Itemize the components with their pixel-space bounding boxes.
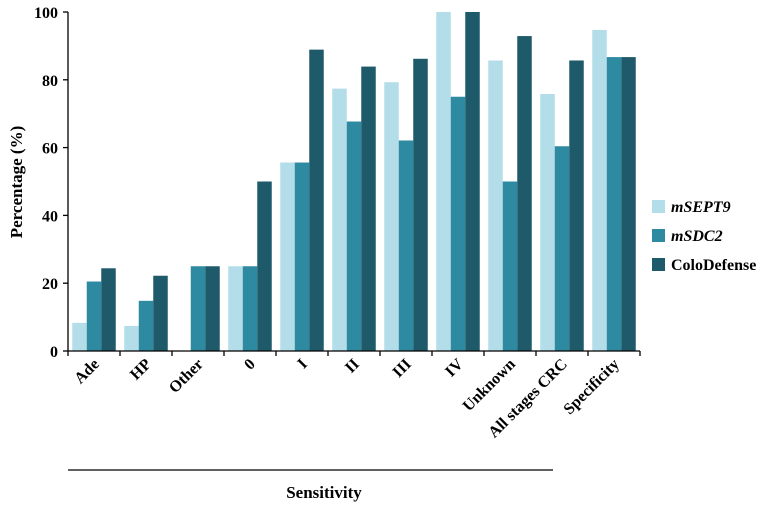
y-axis-label: Percentage (%) [7, 126, 26, 239]
bar-ColoDefense-I [309, 49, 324, 352]
bar-mSDC2-I [294, 162, 310, 351]
legend-swatch-mSDC2 [652, 229, 665, 242]
x-tick-label: 0 [241, 356, 259, 374]
bar-ColoDefense-II [361, 66, 376, 351]
bar-mSDC2-Unknown [502, 181, 518, 351]
bar-ColoDefense-Ade [101, 268, 116, 351]
bar-mSDC2-III [398, 140, 414, 351]
y-tick-label: 0 [50, 344, 58, 361]
bar-ColoDefense-0 [257, 181, 272, 351]
y-tick-label: 80 [42, 73, 58, 90]
bar-mSEPT9-II [332, 88, 347, 351]
bar-ColoDefense-IV [465, 12, 480, 351]
y-tick-label: 100 [34, 5, 58, 22]
bars-layer [72, 12, 636, 352]
bar-mSDC2-HP [138, 300, 154, 351]
x-tick-label: IV [442, 355, 467, 380]
x-tick-label: II [342, 356, 363, 377]
bar-mSEPT9-III [384, 82, 399, 351]
bar-ColoDefense-III [413, 58, 428, 351]
bar-ColoDefense-Specificity [621, 57, 636, 351]
bar-mSEPT9-0 [228, 266, 243, 351]
legend: mSEPT9 mSDC2 ColoDefense [652, 199, 756, 274]
bar-mSEPT9-Ade [72, 322, 87, 351]
x-tick-label: HP [127, 356, 155, 384]
legend-label-mSEPT9: mSEPT9 [671, 199, 731, 216]
bar-mSDC2-Other [190, 266, 206, 351]
bar-mSEPT9-All-stages-CRC [540, 94, 555, 352]
bar-mSEPT9-I [280, 162, 295, 351]
bar-mSDC2-All-stages-CRC [554, 146, 570, 351]
x-tick-label: III [390, 356, 415, 381]
x-axis-label: Sensitivity [286, 483, 362, 502]
x-tick-label: Ade [71, 356, 103, 388]
bar-mSDC2-Specificity [606, 57, 622, 351]
x-tick-label: Other [166, 356, 207, 397]
y-tick-label: 40 [42, 208, 58, 225]
legend-label-ColoDefense: ColoDefense [671, 257, 756, 274]
bar-mSDC2-II [346, 121, 362, 351]
legend-swatch-mSEPT9 [652, 200, 665, 213]
bar-mSEPT9-IV [436, 12, 451, 351]
y-tick-label: 20 [42, 276, 58, 293]
x-tick-label: I [294, 356, 310, 372]
bar-mSEPT9-HP [124, 325, 139, 351]
bar-ColoDefense-All-stages-CRC [569, 60, 584, 352]
bar-ColoDefense-Unknown [517, 36, 532, 351]
legend-swatch-ColoDefense [652, 258, 665, 271]
legend-label-mSDC2: mSDC2 [671, 228, 723, 245]
bar-mSDC2-IV [450, 96, 466, 351]
bar-ColoDefense-HP [153, 275, 168, 351]
bar-ColoDefense-Other [205, 266, 220, 351]
bar-mSDC2-0 [242, 266, 258, 351]
bar-mSDC2-Ade [86, 281, 102, 351]
bar-mSEPT9-Specificity [592, 29, 607, 351]
y-tick-label: 60 [42, 141, 58, 158]
bar-mSEPT9-Unknown [488, 60, 503, 352]
x-tick-label: Specificity [561, 356, 623, 418]
